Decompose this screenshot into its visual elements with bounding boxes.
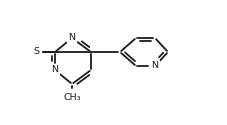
Text: N: N [68, 34, 75, 42]
Text: N: N [151, 62, 158, 70]
Text: S: S [33, 48, 39, 56]
Text: CH₃: CH₃ [63, 94, 80, 102]
Text: N: N [51, 66, 58, 74]
